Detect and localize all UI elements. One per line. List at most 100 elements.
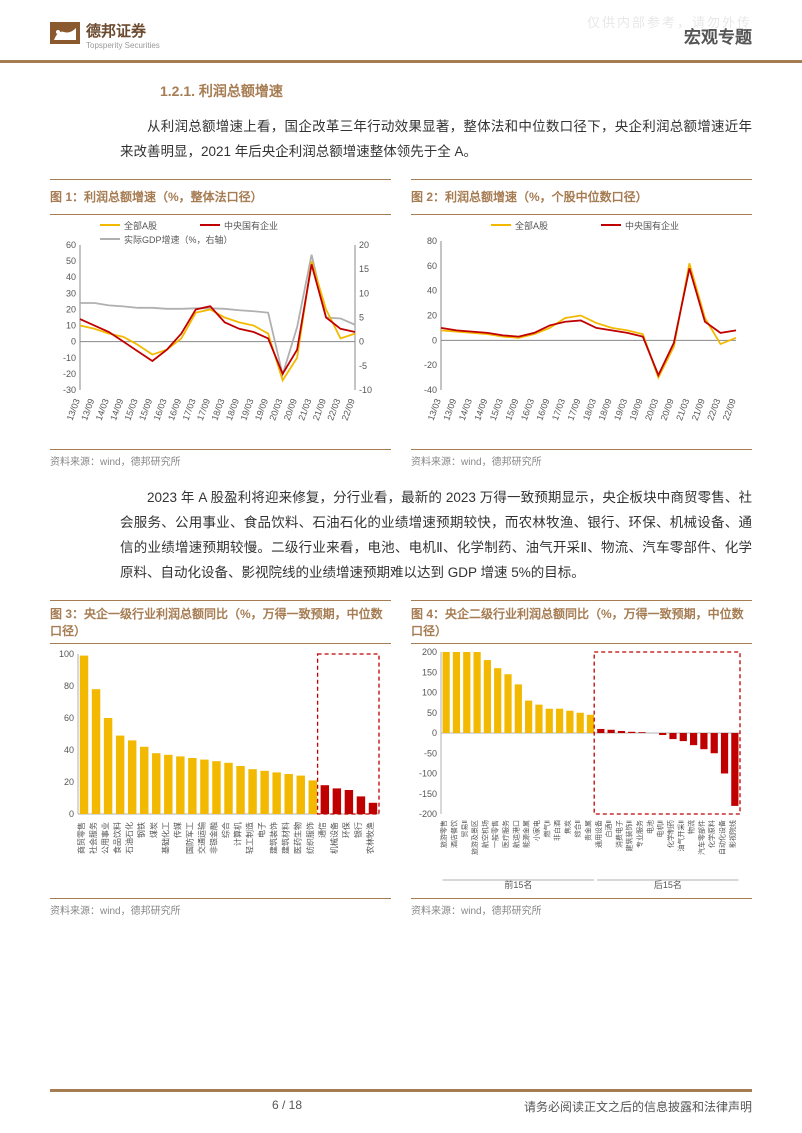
chart-4-source: 资料来源：wind，德邦研究所 [411,898,752,917]
svg-text:前15名: 前15名 [504,879,532,890]
svg-text:100: 100 [59,649,74,659]
svg-text:0: 0 [432,728,437,738]
svg-text:石油石化: 石油石化 [124,822,134,854]
svg-text:医药生物: 医药生物 [293,822,303,854]
svg-text:电机Ⅱ: 电机Ⅱ [656,820,665,837]
chart-2-source: 资料来源：wind，德邦研究所 [411,449,752,468]
chart-3-canvas: 020406080100商贸零售社会服务公用事业食品饮料石油石化钢铁煤炭基础化工… [50,644,391,894]
svg-text:150: 150 [422,667,437,677]
company-name: 德邦证券 [86,23,146,40]
svg-text:油气开采Ⅱ: 油气开采Ⅱ [676,820,685,851]
svg-text:20: 20 [66,304,76,314]
svg-text:交通运输: 交通运输 [196,822,206,854]
svg-text:18/03: 18/03 [581,397,598,422]
svg-text:13/03: 13/03 [426,397,443,422]
svg-text:旅游零售: 旅游零售 [439,820,448,848]
svg-text:-30: -30 [63,385,76,395]
chart-2-canvas: 全部A股中央国有企业-40-2002040608013/0313/0914/03… [411,215,752,445]
svg-text:0: 0 [71,337,76,347]
svg-text:22/09: 22/09 [721,397,738,422]
svg-text:80: 80 [427,236,437,246]
svg-text:-100: -100 [419,768,437,778]
chart-2-title: 图 2：利润总额增速（%，个股中位数口径） [411,179,752,215]
svg-text:农林牧渔: 农林牧渔 [365,822,375,854]
svg-text:通用设备: 通用设备 [594,820,603,848]
svg-text:0: 0 [359,337,364,347]
svg-text:14/09: 14/09 [472,397,489,422]
svg-text:17/09: 17/09 [566,397,583,422]
svg-text:10: 10 [66,320,76,330]
svg-text:18/09: 18/09 [597,397,614,422]
chart-1-canvas: 全部A股中央国有企业实际GDP增速（%，右轴）-30-20-1001020304… [50,215,391,445]
svg-text:21/03: 21/03 [674,397,691,422]
svg-text:焦炭: 焦炭 [563,820,572,834]
svg-text:-5: -5 [359,361,367,371]
svg-text:食品饮料: 食品饮料 [112,822,122,854]
svg-text:白酒Ⅱ: 白酒Ⅱ [604,820,613,837]
svg-text:60: 60 [64,713,74,723]
section-heading: 1.2.1. 利润总额增速 [0,63,802,107]
svg-text:200: 200 [422,647,437,657]
page-footer: 6 / 18 请务必阅读正文之后的信息披露和法律声明 [50,1089,752,1115]
svg-text:60: 60 [66,240,76,250]
svg-text:40: 40 [66,272,76,282]
svg-text:煤炭: 煤炭 [148,822,158,838]
svg-text:15/09: 15/09 [503,397,520,422]
svg-text:14/03: 14/03 [457,397,474,422]
svg-text:20: 20 [359,240,369,250]
svg-text:化学制药: 化学制药 [666,820,675,848]
svg-text:燃气Ⅱ: 燃气Ⅱ [542,820,551,837]
svg-text:环保: 环保 [341,822,351,838]
svg-text:全部A股: 全部A股 [515,220,548,231]
svg-text:物流: 物流 [687,820,696,834]
svg-text:非白酒: 非白酒 [553,820,562,841]
svg-text:专业服务: 专业服务 [635,820,644,848]
svg-text:钢铁: 钢铁 [136,822,146,838]
chart-1-source: 资料来源：wind，德邦研究所 [50,449,391,468]
svg-text:消费电子: 消费电子 [614,820,623,848]
svg-text:30: 30 [66,288,76,298]
chart-3-source: 资料来源：wind，德邦研究所 [50,898,391,917]
svg-text:60: 60 [427,261,437,271]
svg-text:航空机场: 航空机场 [480,820,489,848]
svg-text:社会服务: 社会服务 [88,822,98,854]
svg-text:自动化设备: 自动化设备 [718,820,727,855]
svg-text:20/03: 20/03 [643,397,660,422]
chart-1-panel: 图 1：利润总额增速（%，整体法口径） 全部A股中央国有企业实际GDP增速（%，… [50,179,391,468]
svg-text:小家电: 小家电 [532,820,541,841]
svg-text:-40: -40 [424,385,437,395]
svg-text:银行: 银行 [353,822,363,838]
svg-text:综合Ⅱ: 综合Ⅱ [573,820,582,837]
svg-text:中央国有企业: 中央国有企业 [224,220,278,231]
chart-3-title: 图 3：央企一级行业利润总额同比（%，万得一致预期，中位数口径） [50,600,391,644]
svg-text:贸易Ⅱ: 贸易Ⅱ [460,820,469,837]
svg-text:-150: -150 [419,789,437,799]
svg-text:影视院线: 影视院线 [728,820,737,848]
chart-row-1: 图 1：利润总额增速（%，整体法口径） 全部A股中央国有企业实际GDP增速（%，… [0,179,802,468]
svg-text:20/09: 20/09 [659,397,676,422]
svg-text:-20: -20 [63,369,76,379]
svg-text:非银金融: 非银金融 [208,822,218,854]
svg-text:16/09: 16/09 [534,397,551,422]
svg-text:16/03: 16/03 [519,397,536,422]
svg-text:50: 50 [66,256,76,266]
svg-text:化学原料: 化学原料 [707,820,716,848]
chart-2-panel: 图 2：利润总额增速（%，个股中位数口径） 全部A股中央国有企业-40-2002… [411,179,752,468]
svg-text:传媒: 传媒 [172,822,182,838]
paragraph-2: 2023 年 A 股盈利将迎来修复，分行业看，最新的 2023 万得一致预期显示… [0,468,802,600]
svg-text:电池: 电池 [645,820,654,834]
svg-text:中央国有企业: 中央国有企业 [625,220,679,231]
page-number: 6 / 18 [272,1098,302,1115]
svg-text:通信: 通信 [317,822,327,838]
footer-disclaimer: 请务必阅读正文之后的信息披露和法律声明 [524,1098,752,1115]
watermark-text: 仅供内部参考，请勿外传 [587,12,752,31]
company-logo-icon [50,22,80,48]
svg-text:计算机: 计算机 [233,822,243,846]
svg-text:汽车零部件: 汽车零部件 [697,820,706,855]
svg-text:轻工制造: 轻工制造 [245,822,255,854]
svg-text:5: 5 [359,312,364,322]
svg-text:建筑装饰Ⅱ: 建筑装饰Ⅱ [625,820,634,851]
svg-text:贵金属: 贵金属 [584,820,593,841]
svg-text:50: 50 [427,708,437,718]
svg-text:纺织服饰: 纺织服饰 [305,822,315,854]
